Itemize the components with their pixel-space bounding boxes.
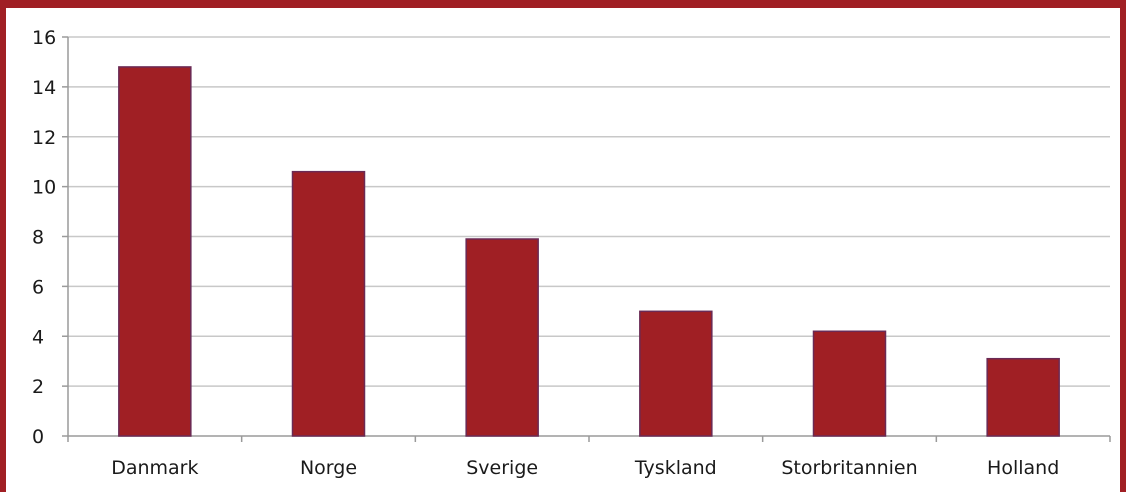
y-tick-label: 14 (32, 77, 56, 99)
x-category-label: Sverige (466, 457, 538, 479)
y-tick-label: 2 (32, 376, 44, 398)
y-tick-label: 8 (32, 227, 44, 249)
y-tick-label: 0 (32, 426, 44, 448)
y-tick-label: 6 (32, 276, 44, 298)
x-category-label: Storbritannien (781, 457, 917, 479)
x-category-label: Tyskland (634, 457, 717, 479)
bar-holland (986, 357, 1060, 437)
gridlines (68, 36, 1110, 437)
bar-sverige (465, 238, 539, 437)
bar-tyskland (639, 310, 713, 437)
x-category-label: Holland (987, 457, 1059, 479)
y-tick-label: 12 (32, 127, 56, 149)
y-tick-label: 10 (32, 177, 56, 199)
x-category-label: Danmark (111, 457, 198, 479)
y-tick-label: 4 (32, 326, 44, 348)
bars (118, 66, 1060, 437)
bar-chart: 0 2 4 6 8 10 12 14 16 Danmark Norge Sverige Tyskland… (32, 27, 1111, 479)
y-tick-label: 16 (32, 27, 56, 49)
axes (62, 36, 1111, 442)
bar-danmark (118, 66, 192, 437)
bar-storbritannien (812, 330, 887, 437)
labels: 0 2 4 6 8 10 12 14 16 Danmark Norge Sverige Tyskland… (32, 27, 1059, 479)
x-category-label: Norge (300, 457, 357, 479)
bar-norge (291, 170, 366, 437)
